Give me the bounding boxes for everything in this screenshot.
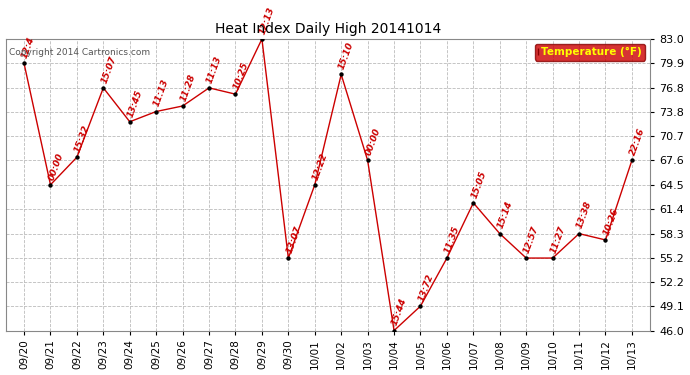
Point [627, 158, 638, 164]
Text: 15:05: 15:05 [469, 170, 488, 200]
Text: 12:4: 12:4 [20, 36, 37, 60]
Point [442, 255, 453, 261]
Text: 11:35: 11:35 [443, 225, 462, 255]
Text: 11:13: 11:13 [152, 78, 170, 108]
Point [309, 182, 320, 188]
Point [71, 154, 82, 160]
Text: 12:13: 12:13 [258, 6, 277, 36]
Point [257, 36, 268, 42]
Point [124, 119, 135, 125]
Point [335, 72, 346, 78]
Text: 12:22: 12:22 [311, 152, 329, 181]
Text: 12:57: 12:57 [522, 225, 541, 255]
Text: 15:10: 15:10 [337, 41, 355, 71]
Point [177, 103, 188, 109]
Point [98, 85, 109, 91]
Point [547, 255, 558, 261]
Point [573, 231, 584, 237]
Point [362, 158, 373, 164]
Point [494, 231, 505, 237]
Text: 00:00: 00:00 [364, 127, 382, 157]
Point [230, 91, 241, 97]
Text: 11:28: 11:28 [179, 72, 197, 102]
Point [415, 303, 426, 309]
Text: 11:13: 11:13 [205, 54, 224, 84]
Point [388, 327, 400, 333]
Text: 00:00: 00:00 [47, 152, 65, 181]
Point [204, 85, 215, 91]
Text: 13:07: 13:07 [284, 225, 303, 255]
Text: 13:38: 13:38 [575, 200, 593, 230]
Text: 10:26: 10:26 [602, 207, 620, 237]
Text: 15:44: 15:44 [391, 297, 408, 327]
Point [150, 108, 161, 114]
Point [521, 255, 532, 261]
Point [283, 255, 294, 261]
Point [19, 60, 30, 66]
Text: 15:14: 15:14 [496, 200, 514, 230]
Text: 22:16: 22:16 [628, 127, 647, 157]
Text: 15:07: 15:07 [99, 54, 118, 84]
Text: 13:72: 13:72 [417, 273, 435, 303]
Point [468, 200, 479, 206]
Point [45, 182, 56, 188]
Point [600, 237, 611, 243]
Text: 15:32: 15:32 [73, 124, 91, 154]
Text: 10:25: 10:25 [232, 61, 250, 91]
Text: 11:27: 11:27 [549, 225, 567, 255]
Legend: Temperature (°F): Temperature (°F) [535, 44, 645, 60]
Text: Copyright 2014 Cartronics.com: Copyright 2014 Cartronics.com [9, 48, 150, 57]
Title: Heat Index Daily High 20141014: Heat Index Daily High 20141014 [215, 22, 441, 36]
Text: 13:45: 13:45 [126, 88, 144, 118]
